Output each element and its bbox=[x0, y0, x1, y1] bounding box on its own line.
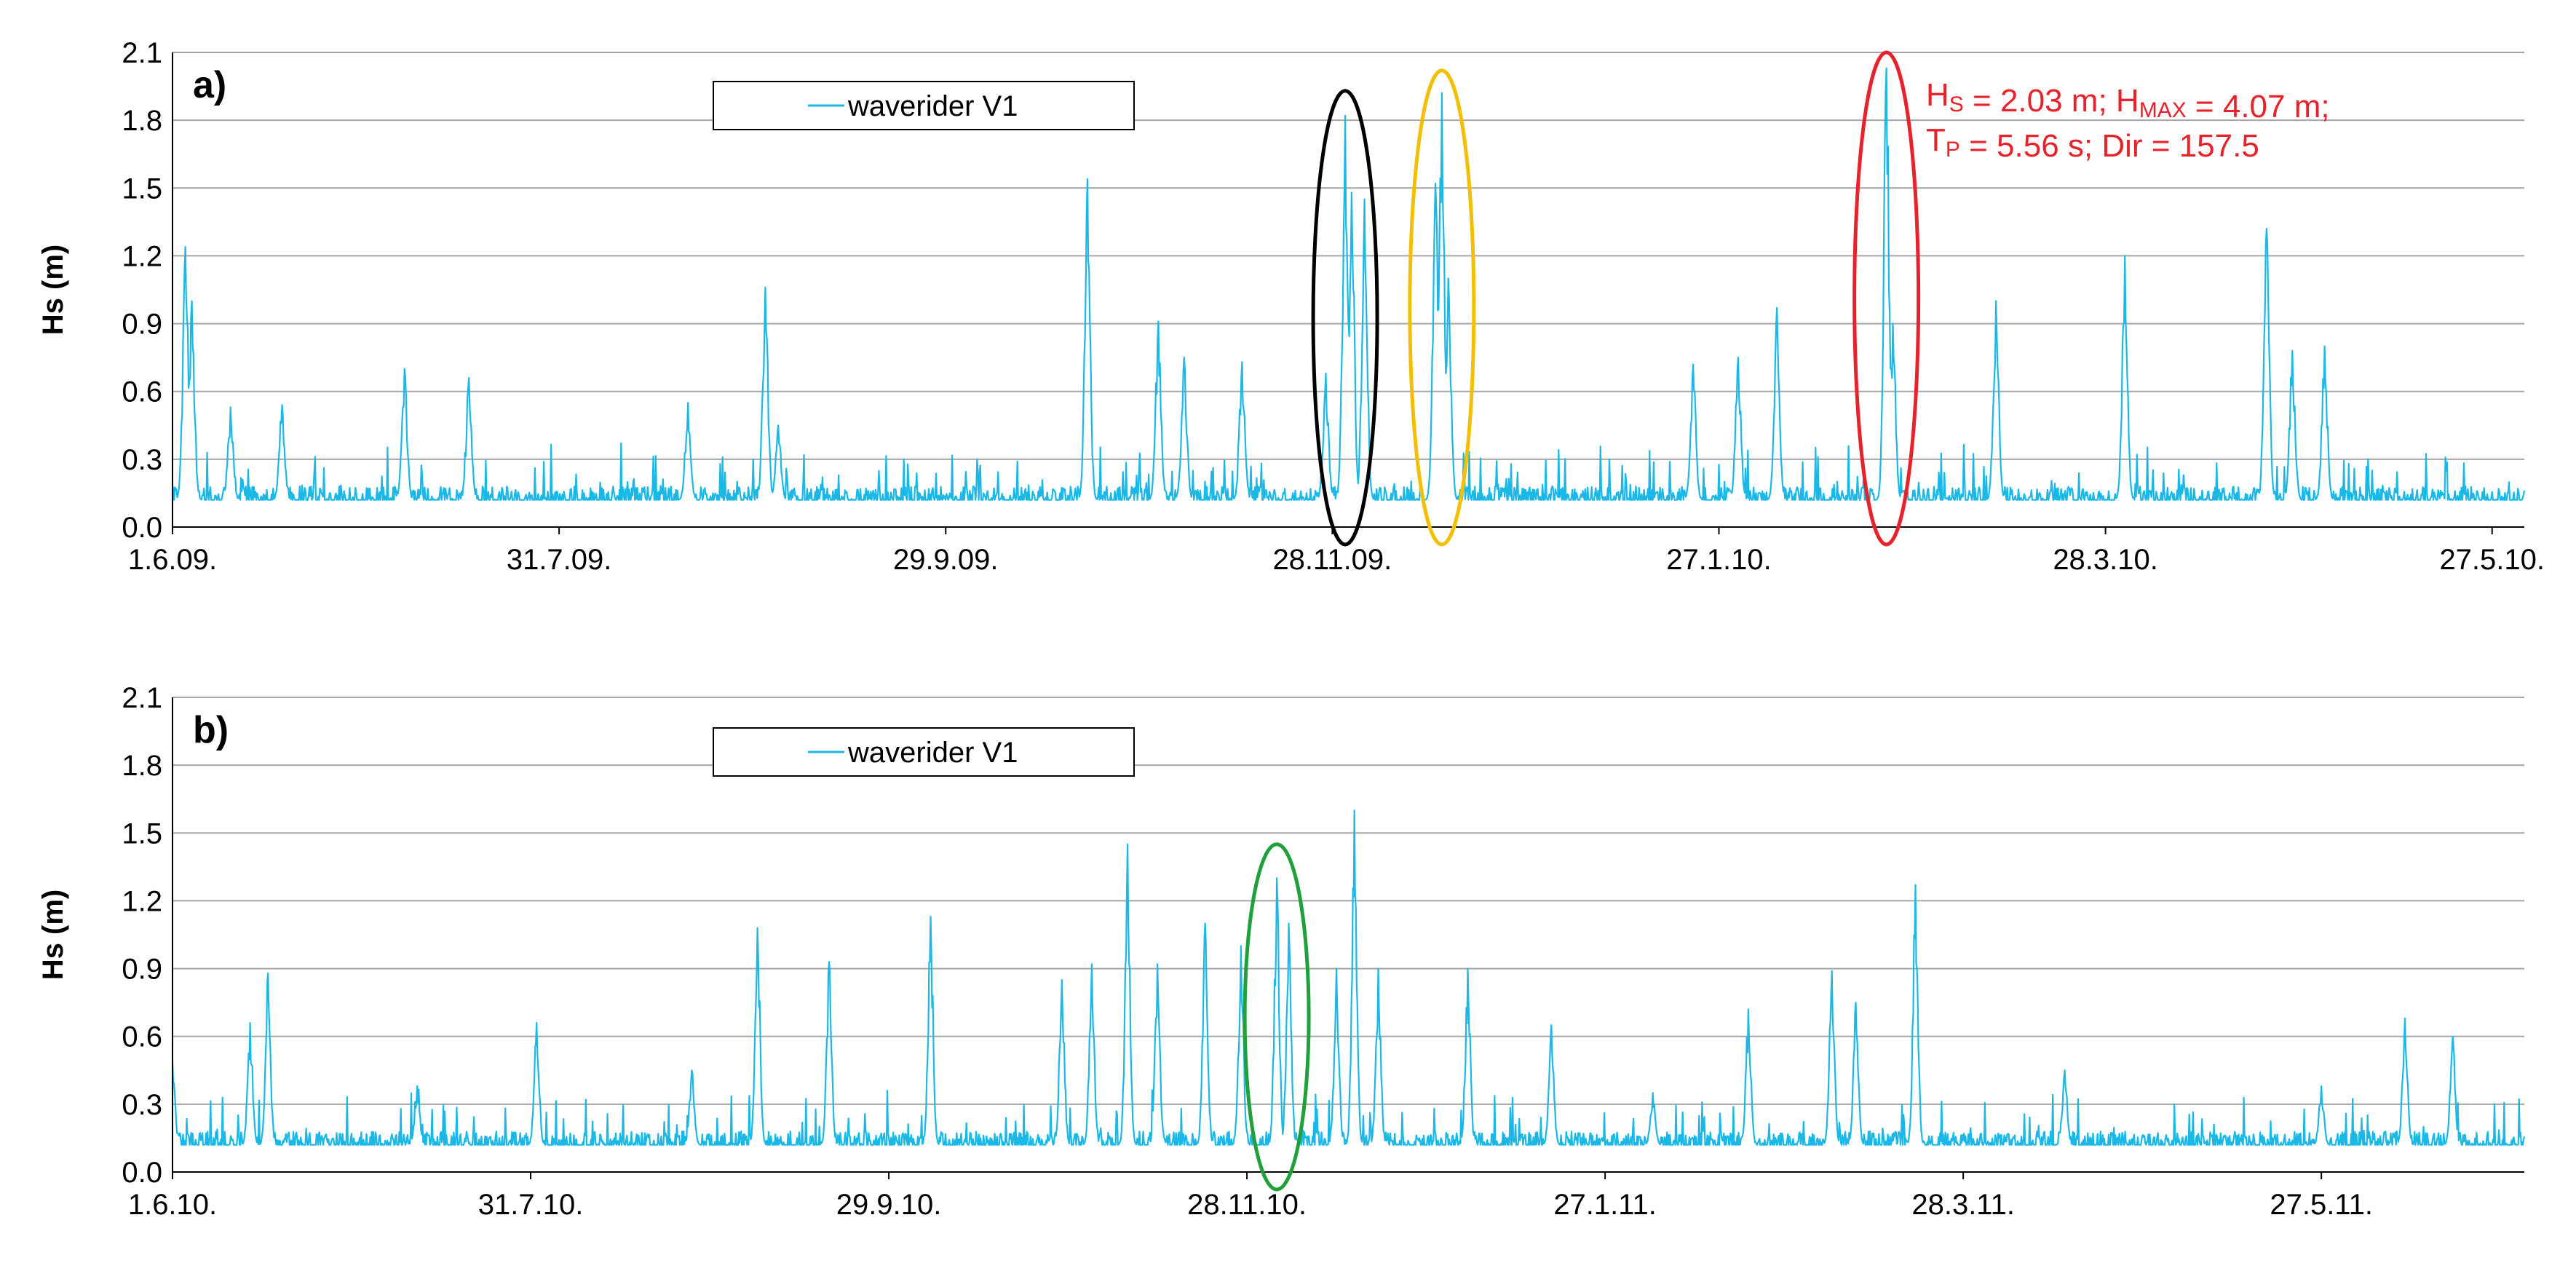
legend-label: waverider V1 bbox=[847, 90, 1018, 122]
panel-label: b) bbox=[193, 709, 229, 751]
legend-box bbox=[713, 727, 1135, 777]
annotation: HS = 2.03 m; HMAX = 4.07 m;TP = 5.56 s; … bbox=[1926, 77, 2330, 164]
legend-box bbox=[713, 81, 1135, 130]
data-series-line bbox=[171, 67, 2526, 501]
x-tick-label: 28.11.09. bbox=[1272, 544, 1392, 576]
x-tick-label: 27.1.11. bbox=[1553, 1189, 1657, 1221]
chart-panel-b: 0.0 0.3 0.6 0.9 1.2 1.5 1.8 2.1 1.6.10. 31.7.10. 2… bbox=[37, 682, 2526, 1221]
highlight-ellipse bbox=[1408, 68, 1476, 547]
y-tick-label: 1.8 bbox=[122, 105, 162, 137]
y-tick-label: 0.3 bbox=[122, 444, 162, 476]
highlight-ellipse bbox=[1852, 50, 1921, 547]
legend-label: waverider V1 bbox=[847, 737, 1018, 769]
x-tick-label: 28.11.10. bbox=[1187, 1189, 1307, 1221]
y-tick-label: 0.9 bbox=[122, 309, 162, 341]
y-tick-label: 1.2 bbox=[122, 885, 162, 917]
x-tick-label: 29.9.10. bbox=[836, 1189, 942, 1221]
y-tick-label: 0.0 bbox=[122, 1157, 162, 1189]
y-tick-label: 1.8 bbox=[122, 750, 162, 782]
y-tick-label: 1.5 bbox=[122, 173, 162, 205]
annotation-line: HS = 2.03 m; HMAX = 4.07 m; bbox=[1926, 77, 2330, 124]
x-tick-label: 31.7.10. bbox=[478, 1189, 584, 1221]
y-tick-label: 2.1 bbox=[122, 682, 162, 714]
x-tick-label: 28.3.10. bbox=[2053, 544, 2158, 576]
x-tick-label: 31.7.09. bbox=[507, 544, 612, 576]
y-tick-label: 0.0 bbox=[122, 512, 162, 544]
data-series-line bbox=[171, 809, 2526, 1146]
x-tick-label: 27.1.10. bbox=[1666, 544, 1772, 576]
chart-panel-a: 0.0 0.3 0.6 0.9 1.2 1.5 1.8 2.1 1.6.09. 31.7.09. 2… bbox=[37, 37, 2545, 576]
y-tick-label: 1.5 bbox=[122, 817, 162, 850]
y-tick-label: 0.9 bbox=[122, 954, 162, 986]
x-tick-label: 27.5.11. bbox=[2270, 1189, 2373, 1221]
legend: waverider V1 bbox=[713, 81, 1135, 130]
highlight-ellipse bbox=[1311, 89, 1379, 547]
annotation-line: TP = 5.56 s; Dir = 157.5 bbox=[1926, 122, 2259, 164]
y-tick-label: 0.6 bbox=[122, 1021, 162, 1053]
highlight-ellipse bbox=[1243, 842, 1311, 1192]
x-tick-label: 29.9.09. bbox=[893, 544, 999, 576]
y-tick-label: 0.3 bbox=[122, 1089, 162, 1121]
y-axis-label: Hs (m) bbox=[37, 245, 69, 335]
y-tick-label: 0.6 bbox=[122, 376, 162, 408]
panel-label: a) bbox=[193, 64, 226, 106]
legend: waverider V1 bbox=[713, 727, 1135, 777]
x-tick-label: 1.6.10. bbox=[128, 1189, 217, 1221]
y-tick-label: 2.1 bbox=[122, 37, 162, 69]
y-tick-label: 1.2 bbox=[122, 240, 162, 272]
x-tick-label: 27.5.10. bbox=[2439, 544, 2545, 576]
x-tick-label: 1.6.09. bbox=[128, 544, 217, 576]
y-axis-label: Hs (m) bbox=[37, 890, 69, 980]
x-tick-label: 28.3.11. bbox=[1911, 1189, 2015, 1221]
